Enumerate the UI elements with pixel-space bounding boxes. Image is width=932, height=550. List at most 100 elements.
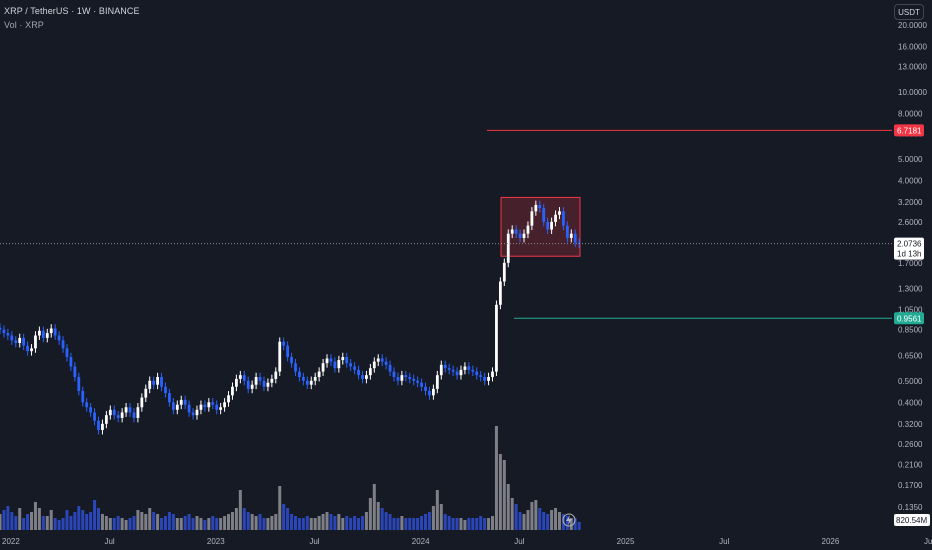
- candle-body: [262, 380, 266, 387]
- volume-bar: [112, 518, 116, 530]
- volume-bar: [290, 514, 294, 530]
- price-axis-label: 5.0000: [898, 155, 923, 164]
- volume-bar: [61, 518, 65, 530]
- candle-body: [187, 404, 191, 413]
- candle-body: [250, 384, 254, 389]
- volume-bar: [463, 520, 467, 530]
- volume-bar: [223, 516, 227, 530]
- volume-bar: [376, 502, 380, 530]
- volume-bar: [140, 512, 144, 530]
- candle-body: [455, 371, 459, 376]
- volume-bar: [569, 518, 573, 530]
- candle-body: [562, 211, 565, 226]
- candle-body: [487, 377, 490, 381]
- candle-body: [573, 233, 577, 243]
- candle-body: [148, 380, 152, 389]
- volume-bar: [420, 516, 424, 530]
- volume-bar: [538, 508, 542, 530]
- volume-bar: [510, 498, 514, 530]
- volume-bar: [329, 514, 333, 530]
- volume-bar: [305, 516, 309, 530]
- volume-bar: [175, 518, 179, 530]
- candle-body: [447, 368, 451, 370]
- volume-bar: [22, 518, 26, 530]
- candle-body: [420, 382, 423, 387]
- price-axis-label: 3.2000: [898, 198, 923, 207]
- candle-body: [361, 375, 364, 379]
- candle-body: [231, 386, 234, 396]
- candle-body: [424, 386, 427, 391]
- volume-bar: [242, 508, 246, 530]
- candle-body: [30, 348, 33, 352]
- volume-bar: [309, 518, 313, 530]
- candle-body: [278, 341, 282, 372]
- volume-bar: [262, 518, 266, 530]
- volume-bar: [368, 498, 372, 530]
- candle-body: [57, 335, 61, 341]
- candle-body: [491, 371, 494, 378]
- volume-bar: [459, 518, 463, 530]
- price-axis-label: 2.6000: [898, 218, 923, 227]
- candle-body: [116, 415, 120, 418]
- price-axis-label: 0.6500: [898, 351, 923, 360]
- candle-body: [65, 348, 69, 357]
- volume-bar: [431, 506, 435, 530]
- candle-body: [104, 415, 108, 424]
- volume-bar: [526, 510, 530, 530]
- price-axis-label: 0.1700: [898, 481, 923, 490]
- candle-body: [53, 328, 57, 336]
- currency-button[interactable]: USDT: [894, 4, 924, 20]
- volume-bar: [18, 508, 22, 530]
- price-axis-label: 1.7000: [898, 259, 923, 268]
- volume-bar: [128, 518, 132, 530]
- candle-body: [219, 407, 223, 410]
- lightning-icon[interactable]: [562, 513, 576, 527]
- volume-value-tag: 820.54M: [894, 514, 930, 526]
- volume-bar: [203, 520, 207, 530]
- support-price-tag-bg: [894, 312, 924, 325]
- resistance-price-tag-bg: [894, 124, 924, 137]
- resistance-price-tag-text: 6.7181: [897, 126, 922, 135]
- time-axis-label: Jul: [104, 537, 114, 546]
- candle-body: [372, 361, 376, 369]
- candle-body: [286, 345, 290, 357]
- candle-body: [144, 388, 148, 398]
- candle-body: [179, 399, 183, 405]
- candle-body: [538, 204, 542, 209]
- volume-bar: [6, 506, 10, 530]
- volume-bar: [345, 516, 349, 530]
- price-axis-label: 0.2100: [898, 460, 923, 469]
- volume-bar: [227, 514, 231, 530]
- volume-bar: [26, 514, 30, 530]
- volume-bar: [286, 508, 290, 530]
- volume-bar: [100, 514, 104, 530]
- time-axis[interactable]: 2022Jul2023Jul2024Jul2025Jul2026Jul2027: [2, 537, 932, 546]
- bar-countdown: 1d 13h: [897, 250, 921, 259]
- candle-body: [175, 404, 179, 410]
- volume-bar: [85, 514, 89, 530]
- candle-body: [518, 233, 522, 238]
- current-price-tag-bg: [894, 237, 924, 260]
- candle-body: [77, 377, 81, 391]
- candle-body: [451, 369, 455, 372]
- candle-body: [459, 369, 463, 376]
- volume-bar: [116, 516, 120, 530]
- candle-body: [69, 356, 73, 367]
- candle-body: [73, 366, 77, 378]
- volume-bar: [14, 516, 18, 530]
- volume-bar: [317, 516, 321, 530]
- candle-body: [81, 390, 85, 403]
- volume-bar: [73, 512, 77, 530]
- candle-body: [353, 366, 356, 370]
- volume-bar: [297, 518, 301, 530]
- candle-body: [290, 356, 293, 364]
- price-axis-label: 13.0000: [898, 63, 927, 72]
- time-axis-label: Jul: [719, 537, 729, 546]
- candle-body: [471, 369, 475, 372]
- volume-bar: [45, 516, 49, 530]
- candle-body: [112, 409, 116, 416]
- volume-bar: [234, 508, 238, 530]
